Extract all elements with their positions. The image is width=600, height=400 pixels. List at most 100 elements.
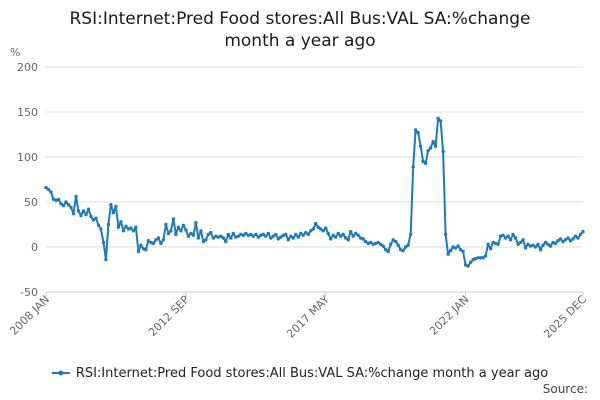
axes: -50 0 50 100 150 200 2008 JAN 2012 SEP 2017 MAY 2… — [7, 61, 589, 341]
data-point — [69, 205, 73, 210]
data-point — [159, 241, 163, 246]
data-point — [453, 246, 458, 250]
data-point — [166, 231, 171, 236]
legend: RSI:Internet:Pred Food stores:All Bus:VA… — [51, 366, 548, 381]
data-point — [571, 237, 575, 241]
data-point — [131, 229, 136, 233]
data-point — [523, 246, 528, 250]
data-point — [396, 243, 400, 247]
data-point — [109, 203, 113, 207]
data-point — [146, 239, 151, 243]
data-point — [431, 140, 435, 144]
data-point — [271, 234, 275, 238]
data-point — [526, 242, 530, 246]
data-point — [184, 228, 188, 232]
data-point — [481, 256, 485, 260]
data-point — [488, 247, 493, 251]
data-point — [204, 238, 208, 242]
data-point — [59, 202, 63, 206]
data-point — [121, 229, 126, 233]
series-line — [45, 117, 584, 267]
data-point — [561, 239, 565, 244]
data-point — [269, 236, 273, 240]
data-point — [56, 197, 61, 201]
data-point — [391, 238, 395, 242]
data-point — [496, 242, 500, 246]
data-point — [64, 200, 68, 204]
data-point — [531, 243, 535, 247]
data-point — [61, 203, 66, 208]
series-layer — [44, 116, 585, 268]
data-point — [226, 232, 230, 237]
data-point — [441, 149, 445, 154]
data-point — [486, 242, 490, 246]
data-point — [326, 231, 330, 236]
data-point — [151, 241, 156, 246]
data-point — [423, 161, 428, 165]
data-point — [356, 233, 360, 237]
data-point — [294, 232, 298, 237]
data-point — [513, 236, 518, 240]
data-point — [483, 254, 488, 258]
data-point — [331, 233, 335, 237]
data-point — [236, 234, 240, 238]
data-point — [418, 144, 423, 148]
data-point — [578, 232, 583, 237]
data-point — [354, 231, 358, 236]
data-point — [341, 232, 345, 237]
data-point — [169, 229, 173, 233]
data-point — [181, 223, 186, 228]
data-point — [466, 264, 470, 268]
data-point — [521, 238, 525, 242]
data-point — [86, 207, 91, 211]
y-tick-label: 150 — [17, 106, 38, 119]
data-point — [79, 213, 83, 218]
data-point — [553, 241, 558, 246]
data-point — [301, 233, 305, 237]
data-point — [433, 144, 438, 148]
data-point — [249, 232, 253, 237]
data-point — [546, 242, 550, 246]
data-point — [201, 239, 206, 244]
data-point — [164, 222, 168, 227]
chart-title-line-1: RSI:Internet:Pred Food stores:All Bus:VA… — [69, 9, 531, 29]
data-point — [114, 204, 118, 209]
data-point — [199, 229, 203, 233]
data-point — [119, 220, 123, 224]
data-point — [231, 231, 235, 236]
data-point — [558, 237, 563, 241]
data-point — [129, 226, 133, 230]
data-point — [49, 190, 53, 194]
data-point — [329, 237, 333, 241]
y-tick-label: 200 — [17, 61, 38, 74]
data-point — [91, 218, 96, 222]
data-point — [548, 244, 553, 248]
data-point — [324, 226, 328, 230]
data-point — [111, 211, 116, 215]
x-tick-label: 2012 SEP — [146, 293, 192, 339]
data-point — [124, 224, 128, 228]
data-point — [476, 256, 480, 260]
data-point — [116, 225, 121, 229]
data-point — [309, 229, 313, 233]
data-point — [361, 237, 365, 241]
data-point — [334, 235, 338, 239]
data-point — [66, 203, 71, 207]
data-point — [321, 229, 325, 233]
data-point — [533, 245, 538, 249]
data-point — [339, 234, 343, 238]
data-point — [139, 243, 143, 247]
data-point — [511, 232, 515, 237]
data-point — [261, 232, 265, 237]
data-point — [76, 209, 81, 213]
legend-label: RSI:Internet:Pred Food stores:All Bus:VA… — [76, 366, 548, 381]
data-point — [316, 225, 320, 229]
data-point — [478, 256, 483, 260]
y-tick-label: -50 — [20, 286, 38, 299]
data-point — [306, 232, 310, 237]
data-point — [563, 238, 568, 242]
data-point — [406, 243, 410, 247]
data-point — [503, 236, 508, 240]
data-point — [346, 238, 350, 242]
data-point — [461, 249, 465, 254]
